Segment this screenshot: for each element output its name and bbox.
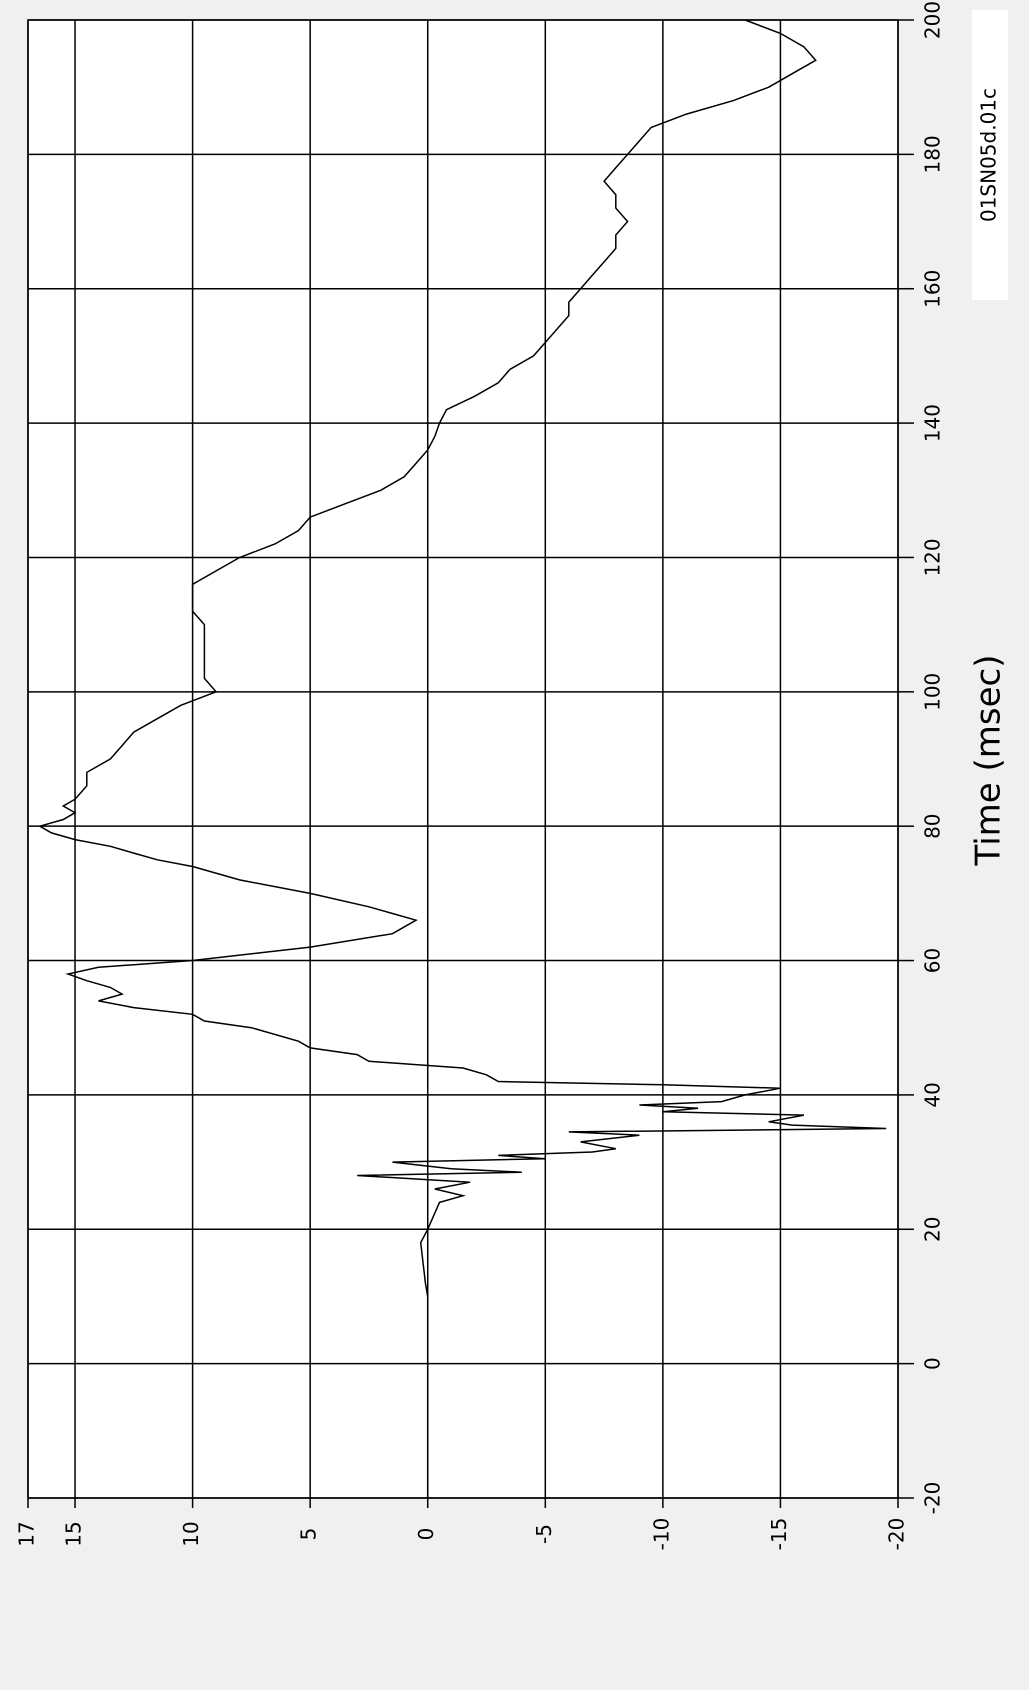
y-tick-label: 17 [15,1521,39,1546]
x-tick-label: 140 [921,404,945,442]
x-tick-label: 60 [921,948,945,973]
y-tick-label: 0 [414,1528,438,1541]
y-tick-label: -10 [649,1518,673,1551]
annotation: 01SN05d.01c [977,88,1001,222]
y-tick-label: 15 [62,1521,86,1546]
x-tick-label: 180 [921,135,945,173]
plot-area [27,19,899,1499]
data-line [37,19,887,1498]
x-tick-label: 80 [921,813,945,838]
x-tick-label: -20 [921,1482,945,1515]
x-tick-label: 0 [921,1357,945,1370]
x-tick-label: 100 [921,673,945,711]
y-tick-label: -20 [885,1518,909,1551]
x-tick-label: 200 [921,1,945,39]
y-tick-label: 5 [297,1528,321,1541]
x-tick-label: 40 [921,1082,945,1107]
x-tick-label: 120 [921,538,945,576]
y-tick-label: 10 [179,1521,203,1546]
y-tick-label: -15 [767,1518,791,1551]
x-tick-label: 160 [921,270,945,308]
x-axis-label: Time (msec) [969,655,1009,867]
x-tick-label: 20 [921,1217,945,1242]
y-tick-label: -5 [532,1524,556,1544]
annotation-box [972,10,1008,300]
